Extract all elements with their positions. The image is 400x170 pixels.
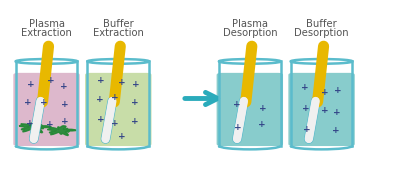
Text: +: + xyxy=(47,76,55,85)
Text: Desorption: Desorption xyxy=(222,28,277,38)
Text: +: + xyxy=(234,123,242,132)
Text: +: + xyxy=(27,80,35,89)
Text: +: + xyxy=(233,100,241,109)
Text: +: + xyxy=(132,98,139,107)
Text: +: + xyxy=(118,132,125,141)
Text: +: + xyxy=(302,104,310,113)
Text: +: + xyxy=(321,106,328,115)
Text: Extraction: Extraction xyxy=(21,28,72,38)
Text: Buffer: Buffer xyxy=(306,19,337,29)
Text: +: + xyxy=(96,115,104,124)
Text: Plasma: Plasma xyxy=(28,19,64,29)
Text: Plasma: Plasma xyxy=(232,19,268,29)
Text: Extraction: Extraction xyxy=(93,28,144,38)
Text: +: + xyxy=(301,83,308,92)
FancyBboxPatch shape xyxy=(85,73,152,146)
Polygon shape xyxy=(19,122,51,133)
Text: Buffer: Buffer xyxy=(103,19,134,29)
Text: +: + xyxy=(111,93,118,102)
Text: +: + xyxy=(303,125,310,134)
Text: +: + xyxy=(332,126,339,135)
Text: +: + xyxy=(332,108,340,117)
Text: +: + xyxy=(118,78,125,87)
Text: +: + xyxy=(258,120,266,129)
Text: +: + xyxy=(321,88,328,97)
FancyBboxPatch shape xyxy=(13,73,80,146)
FancyBboxPatch shape xyxy=(288,73,355,146)
Text: +: + xyxy=(111,119,119,128)
Polygon shape xyxy=(48,126,76,135)
Text: +: + xyxy=(60,82,67,91)
Text: +: + xyxy=(96,95,104,104)
Text: Desorption: Desorption xyxy=(294,28,349,38)
Text: +: + xyxy=(46,120,54,129)
Text: +: + xyxy=(24,98,31,107)
Text: +: + xyxy=(61,100,69,109)
FancyBboxPatch shape xyxy=(217,73,283,146)
Text: +: + xyxy=(132,80,140,89)
Text: +: + xyxy=(130,117,138,126)
Text: +: + xyxy=(334,86,342,95)
Text: +: + xyxy=(259,104,267,113)
Text: +: + xyxy=(40,98,48,107)
Text: +: + xyxy=(26,119,33,128)
Text: +: + xyxy=(61,117,68,126)
Text: +: + xyxy=(98,76,105,85)
